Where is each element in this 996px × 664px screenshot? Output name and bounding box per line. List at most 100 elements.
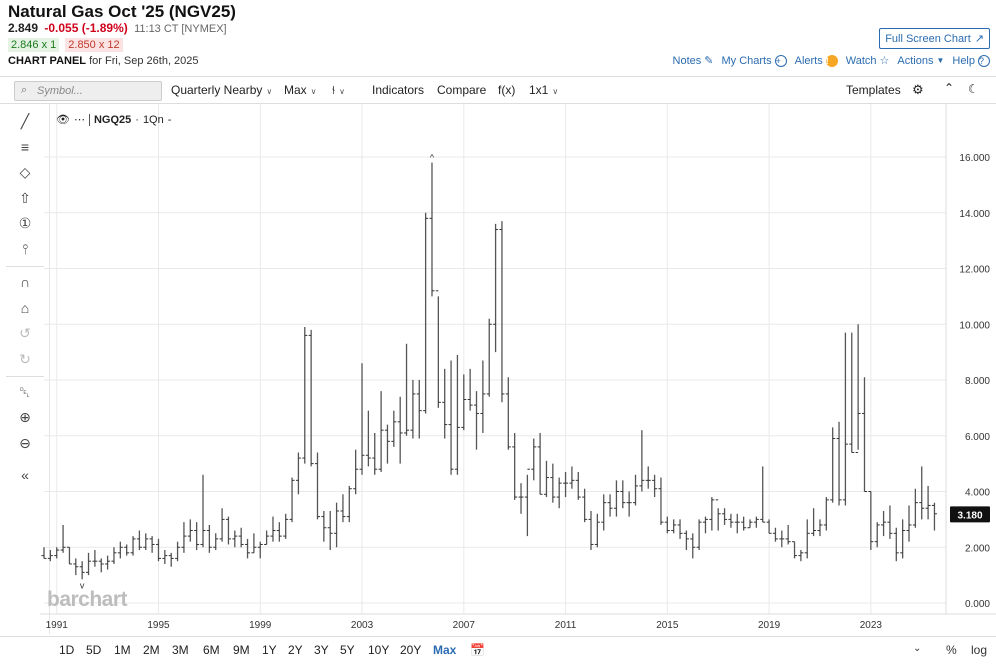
ohlc-bar [569,466,575,489]
period-button-6m[interactable]: 6M [203,643,220,657]
period-button-1m[interactable]: 1M [114,643,131,657]
line-tool-icon[interactable]: ╱ [20,113,30,129]
ohlc-bar [874,522,880,548]
ohlc-bar [709,497,715,531]
actions-label: Actions [897,54,934,67]
calendar-icon[interactable]: 📅 [470,643,485,657]
ohlc-bar [925,485,931,520]
arrow-tool-icon[interactable]: ⇧ [19,190,31,206]
eye-icon[interactable]: 👁 [56,114,70,126]
ask-value: 2.850 x 12 [65,38,123,52]
measure-tool-icon[interactable]: ⫯ [21,241,29,257]
templates-button[interactable]: Templates [846,83,901,97]
ohlc-bar [766,519,772,534]
period-button-9m[interactable]: 9M [233,643,250,657]
aggregation-dropdown[interactable]: Quarterly Nearby ∨ [171,83,272,97]
ohlc-bar [181,522,187,553]
period-button-2y[interactable]: 2Y [288,643,303,657]
collapse-up-icon[interactable]: ⌃ [944,81,955,95]
y-tick-label: 0.000 [965,599,990,610]
ohlc-bar [149,536,155,553]
period-button-1d[interactable]: 1D [59,643,75,657]
redo-icon[interactable]: ↻ [19,351,31,367]
ohlc-bar [162,550,168,564]
panel-title: CHART PANEL [8,55,87,67]
ohlc-bar [537,432,543,495]
ohlc-bar [41,547,47,559]
magnet-icon[interactable]: ∩ [19,274,31,290]
period-button-2m[interactable]: 2M [143,643,160,657]
unlock-icon[interactable]: ⌂ [20,300,30,316]
bar-type-dropdown[interactable]: ⫮ ∨ [332,83,345,98]
ohlc-bar [232,530,238,548]
period-button-max[interactable]: Max [433,643,457,657]
ohlc-bar [518,483,524,514]
watch-link[interactable]: Watch ☆ [846,54,890,68]
fibonacci-tool-icon[interactable]: ≡ [20,139,30,155]
ohlc-bar [823,497,829,531]
percent-toggle[interactable]: % [946,643,957,657]
indicators-button[interactable]: Indicators [372,83,425,97]
ohlc-bar [130,536,136,556]
legend-period: 1Qn [142,113,164,126]
zoom-out-icon[interactable]: ⊖ [19,435,31,451]
scroll-down-icon[interactable]: ⌄ [913,643,922,654]
ohlc-bar [124,544,130,556]
settings-gear-icon[interactable]: ⚙ [912,82,924,97]
ohlc-bar [47,550,53,562]
y-tick-label: 14.000 [959,209,990,220]
range-dropdown[interactable]: Max ∨ [284,83,317,97]
log-toggle[interactable]: log [971,643,988,657]
annotation-tool-icon[interactable]: ① [18,215,32,231]
full-screen-button[interactable]: Full Screen Chart ↗ [879,28,990,49]
y-tick-label: 8.000 [965,376,990,387]
ohlc-bar [505,377,511,450]
period-button-10y[interactable]: 10Y [368,643,390,657]
alerts-link[interactable]: Alerts! [795,54,838,67]
ohlc-bar [607,494,613,517]
chevron-down-icon: ∨ [310,87,317,96]
ohlc-bar [321,511,327,542]
notes-link[interactable]: Notes ✎ [673,54,714,68]
period-button-5y[interactable]: 5Y [340,643,355,657]
x-tick-label: 2003 [351,620,374,631]
period-button-3y[interactable]: 3Y [314,643,329,657]
ohlc-bar [391,410,397,447]
ohlc-bar [760,466,766,523]
y-tick-label: 10.000 [959,320,990,331]
actions-menu[interactable]: Actions ▼ [897,55,944,67]
ohlc-bar [696,519,702,551]
fx-button[interactable]: f(x) [498,83,516,97]
period-button-1y[interactable]: 1Y [262,643,277,657]
my-charts-link[interactable]: My Charts + [721,54,787,67]
max-marker: ^ [430,153,435,163]
help-link[interactable]: Help? [952,54,990,67]
dark-mode-moon-icon[interactable]: ☾ [968,82,979,96]
collapse-left-icon[interactable]: « [21,467,29,483]
top-links: Notes ✎ My Charts + Alerts! Watch ☆ Actions… [673,54,990,67]
period-button-5d[interactable]: 5D [86,643,102,657]
ohlc-bar [136,530,142,551]
period-button-20y[interactable]: 20Y [400,643,422,657]
compare-button[interactable]: Compare [437,83,487,97]
price-chart[interactable]: ^ v 0.000 2.000 4.000 6.000 8.000 10.000 12.000… [40,104,996,634]
more-icon[interactable]: ⋯ [73,114,85,126]
symbol-input[interactable]: ⌕ Symbol... [14,81,162,101]
last-price: 2.849 [8,21,39,35]
chart-legend[interactable]: 👁 ⋯ NGQ25 · 1Qn - [56,113,171,126]
x-tick-label: 2007 [453,620,476,631]
period-button-3m[interactable]: 3M [172,643,189,657]
zoom-in-icon[interactable]: ⊕ [19,409,31,425]
ohlc-bar [251,533,257,554]
ohlc-bar [423,212,429,414]
layout-dropdown[interactable]: 1x1 ∨ [529,83,558,97]
ohlc-bar [200,474,206,548]
ohlc-bar [811,508,817,537]
undo-icon[interactable]: ↺ [19,325,31,341]
ohlc-bar [792,541,798,559]
trash-icon[interactable]: ␡ [19,384,31,400]
ohlc-bar [664,516,670,534]
ohlc-bar [340,494,346,523]
shape-tool-icon[interactable]: ◇ [19,164,31,180]
ohlc-bar [448,360,454,475]
